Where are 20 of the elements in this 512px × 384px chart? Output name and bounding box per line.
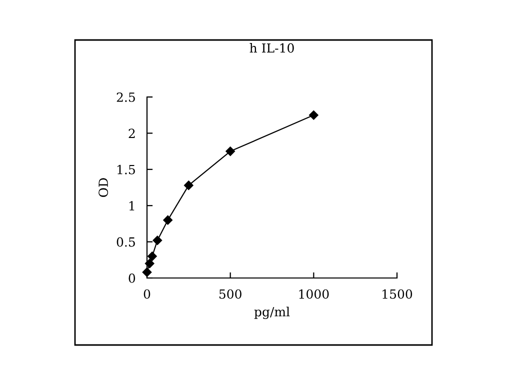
x-axis-title: pg/ml <box>254 306 290 320</box>
point <box>144 258 154 268</box>
y-tick-label: 2.5 <box>116 92 135 102</box>
chart-title: h IL-10 <box>250 43 294 53</box>
x-tick-label: 1500 <box>382 289 412 299</box>
y-tick-label: 0.5 <box>116 237 135 247</box>
x-tick-label: 1000 <box>299 289 329 299</box>
x-tick-label: 0 <box>144 289 150 299</box>
y-axis-title: OD <box>98 178 108 197</box>
point <box>148 252 157 261</box>
y-tick-label: 0 <box>128 273 136 283</box>
y-tick-label: 2 <box>128 128 135 138</box>
point <box>309 110 318 120</box>
y-tick-label: 1 <box>129 201 134 210</box>
x-tick-label: 500 <box>219 289 242 299</box>
point <box>226 146 235 156</box>
point <box>152 236 162 245</box>
y-tick-label: 1.5 <box>118 164 135 174</box>
point <box>163 215 172 225</box>
point <box>184 180 194 190</box>
